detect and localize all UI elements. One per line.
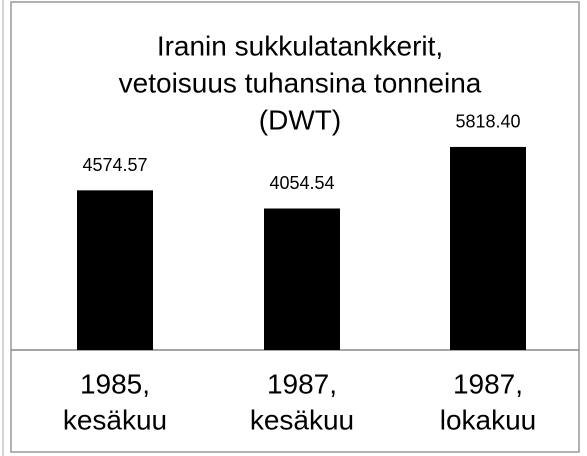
x-tick-label: lokakuu bbox=[440, 404, 537, 435]
x-tick-label: 1987, bbox=[453, 368, 523, 399]
chart-title: Iranin sukkulatankkerit, bbox=[157, 30, 443, 61]
value-label: 4574.57 bbox=[82, 155, 147, 175]
chart-title: (DWT) bbox=[259, 104, 341, 135]
chart-title: vetoisuus tuhansina tonneina bbox=[119, 67, 482, 98]
value-label: 5818.40 bbox=[455, 112, 520, 132]
value-label: 4054.54 bbox=[269, 173, 334, 193]
x-tick-label: kesäkuu bbox=[250, 404, 354, 435]
x-tick-label: 1985, bbox=[80, 368, 150, 399]
bar bbox=[77, 190, 153, 350]
bar bbox=[450, 146, 526, 350]
x-tick-label: kesäkuu bbox=[63, 404, 167, 435]
x-tick-label: 1987, bbox=[267, 368, 337, 399]
bar bbox=[264, 208, 340, 350]
